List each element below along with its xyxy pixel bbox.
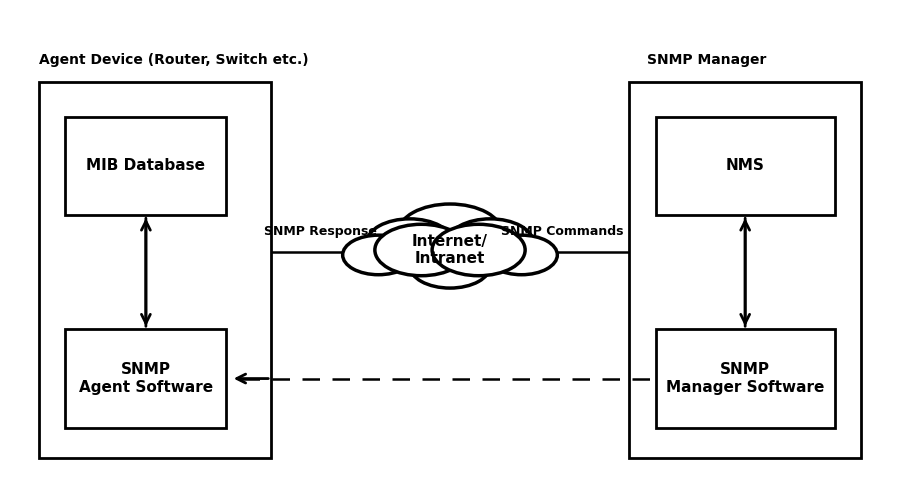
- Circle shape: [432, 224, 525, 276]
- Circle shape: [398, 204, 502, 262]
- Circle shape: [410, 244, 490, 288]
- FancyBboxPatch shape: [39, 82, 271, 458]
- FancyBboxPatch shape: [656, 329, 834, 428]
- Text: SNMP Manager: SNMP Manager: [647, 53, 766, 67]
- FancyBboxPatch shape: [629, 82, 861, 458]
- Circle shape: [375, 224, 468, 276]
- FancyBboxPatch shape: [66, 116, 227, 216]
- Circle shape: [367, 219, 453, 266]
- Circle shape: [486, 235, 557, 275]
- Circle shape: [343, 235, 414, 275]
- Text: SNMP
Agent Software: SNMP Agent Software: [79, 362, 213, 395]
- Text: Internet/
Intranet: Internet/ Intranet: [412, 234, 488, 266]
- FancyBboxPatch shape: [66, 329, 227, 428]
- Circle shape: [447, 219, 533, 266]
- Text: Agent Device (Router, Switch etc.): Agent Device (Router, Switch etc.): [39, 53, 308, 67]
- Text: NMS: NMS: [725, 158, 765, 174]
- Text: MIB Database: MIB Database: [86, 158, 205, 174]
- FancyBboxPatch shape: [656, 116, 834, 216]
- Text: SNMP Commands: SNMP Commands: [500, 224, 623, 237]
- Text: SNMP
Manager Software: SNMP Manager Software: [666, 362, 824, 395]
- Text: SNMP Response: SNMP Response: [264, 224, 377, 237]
